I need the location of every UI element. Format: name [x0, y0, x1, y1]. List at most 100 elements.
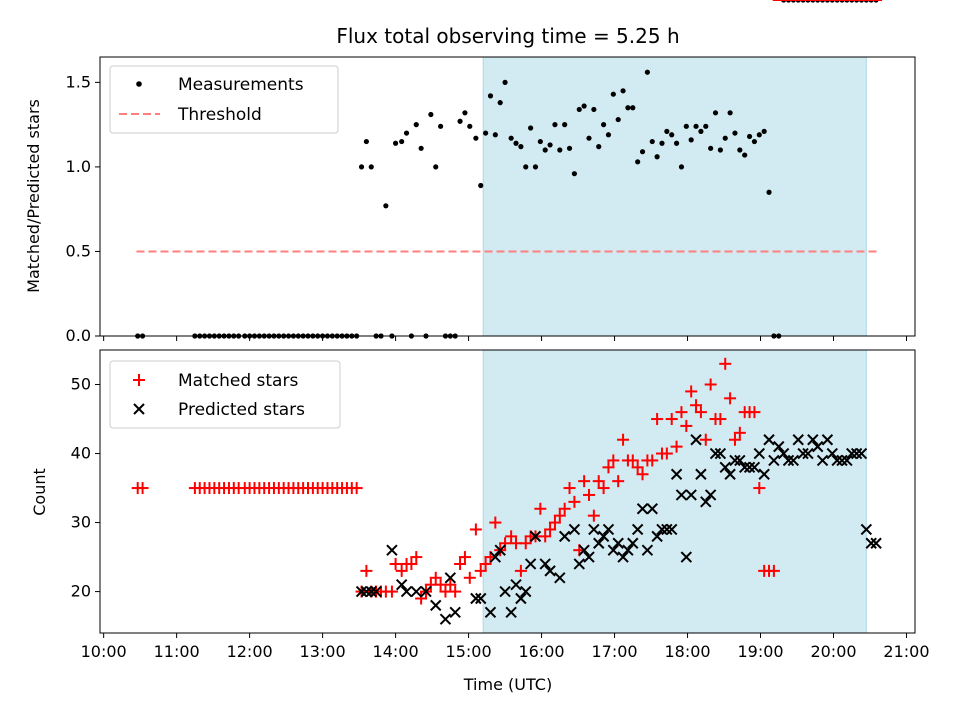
predicted-star-point — [787, 454, 800, 467]
measurement-point — [751, 138, 758, 145]
predicted-star-point — [748, 461, 761, 474]
measurement-point — [586, 135, 592, 141]
predicted-star-point — [850, 447, 863, 460]
bottom-y-tick-label: 30 — [71, 513, 91, 532]
x-tick-label: 16:00 — [519, 642, 565, 661]
bottom-shade-region — [482, 349, 867, 634]
predicted-star-point — [714, 447, 727, 460]
bottom-y-tick-label: 40 — [71, 444, 91, 463]
predicted-star-point — [855, 447, 868, 460]
legend-measurements-label: Measurements — [178, 75, 304, 95]
measurement-point — [605, 132, 612, 138]
predicted-star-point — [360, 585, 373, 598]
predicted-star-point — [410, 585, 422, 598]
matched-star-point — [568, 495, 581, 508]
predicted-star-point — [355, 585, 368, 598]
predicted-star-point — [494, 544, 506, 556]
predicted-star-point — [704, 489, 717, 501]
predicted-star-point — [370, 585, 382, 598]
predicted-star-point — [617, 551, 629, 563]
matched-star-point — [548, 516, 561, 529]
predicted-star-point — [439, 613, 452, 625]
predicted-star-point — [709, 447, 722, 460]
matched-star-point — [694, 406, 707, 419]
measurement-point — [693, 123, 699, 129]
measurement-point — [659, 140, 665, 146]
measurement-point — [492, 132, 498, 138]
matched-star-point — [578, 475, 591, 488]
top-y-ticks: 0.0 0.5 1.0 1.5 — [66, 72, 100, 345]
matched-star-point — [405, 557, 418, 570]
predicted-star-point — [395, 578, 408, 591]
predicted-star-point — [846, 447, 858, 460]
predicted-star-point — [430, 599, 442, 612]
matched-star-point — [415, 592, 428, 605]
matched-star-point — [553, 509, 566, 522]
matched-star-point — [636, 468, 649, 481]
top-legend: Measurements Threshold — [109, 65, 339, 134]
bottom-y-tick-label: 50 — [71, 375, 91, 394]
matched-star-point — [519, 537, 532, 550]
matched-star-point — [767, 564, 780, 577]
predicted-star-point — [365, 585, 377, 598]
measurement-point — [664, 128, 670, 134]
predicted-star-point — [666, 523, 678, 536]
measurement-point — [368, 164, 374, 170]
top-panel: 0.0 0.5 1.0 1.5 Matched/Predicted stars Mea… — [24, 0, 916, 345]
measurement-point — [708, 145, 714, 151]
predicted-star-point — [420, 585, 432, 598]
predicted-star-point — [768, 454, 780, 467]
predicted-star-point — [597, 530, 610, 543]
matched-star-point — [690, 399, 703, 412]
matched-star-point — [539, 530, 552, 543]
top-shade-rect — [482, 56, 867, 337]
matched-star-point — [631, 461, 644, 474]
matched-star-point — [534, 502, 547, 515]
predicted-star-point — [607, 544, 620, 556]
predicted-star-point — [695, 468, 707, 480]
matched-star-point — [563, 482, 576, 495]
measurement-point — [532, 164, 539, 170]
predicted-star-point — [612, 537, 624, 549]
measurement-point — [392, 140, 399, 146]
top-y-tick-label: 1.0 — [66, 157, 91, 176]
predicted-star-point — [622, 544, 634, 556]
matched-star-point — [719, 357, 732, 370]
predicted-star-point — [631, 523, 644, 536]
predicted-star-point — [646, 503, 658, 515]
matched-star-point — [489, 516, 502, 529]
measurement-point — [717, 147, 723, 153]
measurement-point — [483, 130, 489, 136]
x-tick-label: 13:00 — [300, 642, 346, 661]
predicted-star-point — [802, 447, 814, 460]
legend-matched-label: Matched stars — [178, 371, 298, 391]
predicted-star-point — [588, 523, 600, 536]
matched-star-point — [395, 564, 408, 577]
measurement-point — [630, 105, 636, 111]
measurement-point — [403, 130, 410, 136]
predicted-star-point — [816, 454, 829, 467]
predicted-star-point — [627, 537, 639, 549]
measurement-point — [508, 135, 514, 141]
measurement-point — [571, 171, 578, 177]
matched-star-point — [714, 413, 727, 426]
predicted-star-point — [675, 489, 688, 501]
predicted-star-point — [544, 565, 556, 577]
predicted-star-point — [782, 454, 795, 467]
predicted-star-point — [510, 578, 522, 591]
legend-predicted-label: Predicted stars — [178, 400, 305, 420]
matched-star-point — [592, 475, 605, 488]
measurement-point — [673, 140, 680, 146]
matched-star-point — [748, 406, 761, 419]
matched-star-point — [617, 433, 630, 446]
x-tick-label: 17:00 — [591, 642, 637, 661]
matched-star-point — [612, 475, 625, 488]
legend-threshold-label: Threshold — [177, 105, 262, 125]
matched-star-point — [350, 482, 363, 495]
matched-star-point — [660, 447, 673, 460]
predicted-star-point — [505, 606, 517, 618]
predicted-star-point — [743, 461, 756, 474]
predicted-star-point — [807, 434, 819, 446]
measurement-point — [433, 164, 439, 170]
legend-predicted-marker — [133, 403, 145, 415]
